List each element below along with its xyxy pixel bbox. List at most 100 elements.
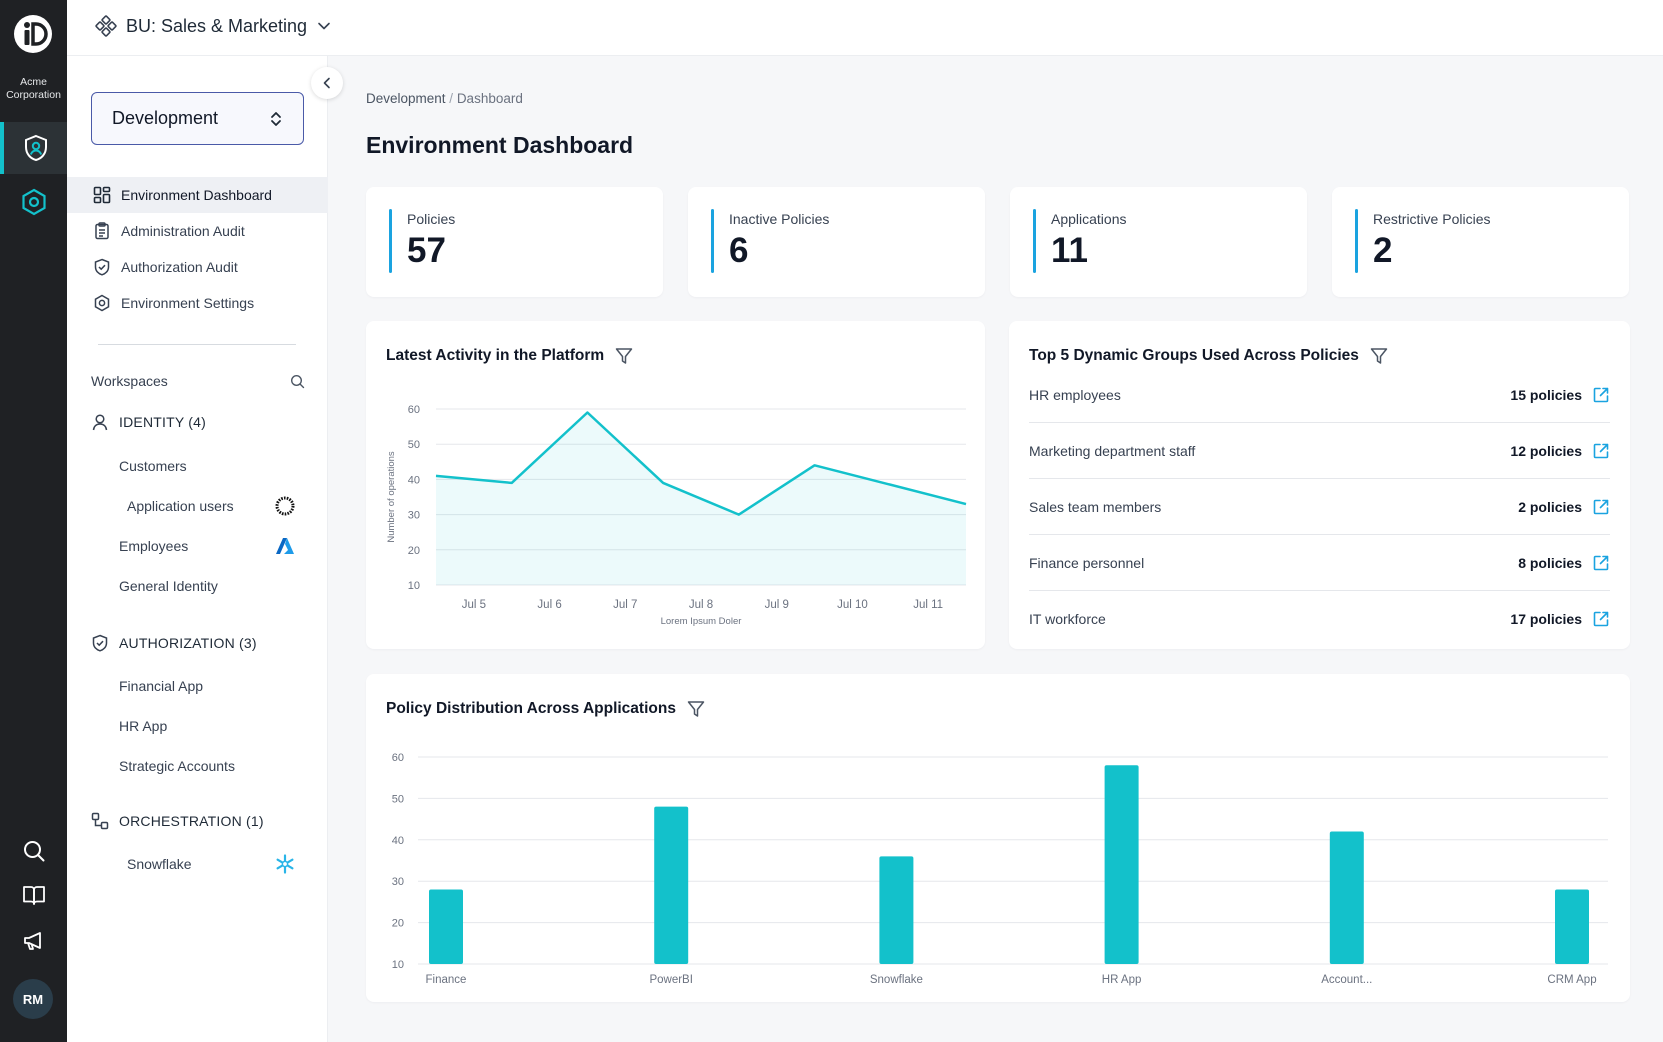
- stat-card-inactive-policies: Inactive Policies 6: [688, 187, 985, 297]
- stat-card-restrictive-policies: Restrictive Policies 2: [1332, 187, 1629, 297]
- group-name: IT workforce: [1029, 611, 1106, 627]
- chevron-up-down-icon: [271, 111, 281, 126]
- group-heading: AUTHORIZATION (3): [119, 635, 257, 651]
- search-icon[interactable]: [290, 374, 305, 389]
- x-tick-label: Jul 8: [689, 599, 713, 611]
- x-tick-label: Jul 10: [837, 599, 868, 611]
- y-axis-label: Number of operations: [386, 451, 397, 543]
- azure-icon: [274, 535, 296, 557]
- collapse-sidebar-button[interactable]: [311, 67, 343, 99]
- nav-environment-dashboard[interactable]: Environment Dashboard: [67, 177, 328, 213]
- nav-environment-settings[interactable]: Environment Settings: [67, 285, 328, 321]
- stat-card-applications: Applications 11: [1010, 187, 1307, 297]
- workspace-item-snowflake[interactable]: Snowflake: [127, 856, 192, 872]
- group-name: Marketing department staff: [1029, 442, 1196, 459]
- group-row: Marketing department staff 12 policies: [1029, 423, 1610, 479]
- snowflake-icon: [274, 853, 296, 875]
- clipboard-icon: [95, 222, 109, 240]
- filter-icon[interactable]: [614, 346, 634, 366]
- breadcrumb: Development / Dashboard: [366, 91, 523, 106]
- distribution-card: Policy Distribution Across Applications …: [366, 674, 1630, 1002]
- group-heading: IDENTITY (4): [119, 414, 206, 430]
- rail-announcements-button[interactable]: [0, 915, 67, 967]
- external-link-icon[interactable]: [1592, 554, 1610, 572]
- workspace-group-authorization[interactable]: AUTHORIZATION (3): [91, 634, 257, 652]
- y-tick-label: 60: [408, 404, 420, 416]
- top-bar: BU: Sales & Marketing: [67, 0, 1663, 56]
- page-title: Environment Dashboard: [366, 132, 634, 158]
- top-groups-card: Top 5 Dynamic Groups Used Across Policie…: [1009, 321, 1630, 649]
- external-link-icon[interactable]: [1592, 498, 1610, 516]
- nav-label: Environment Settings: [121, 295, 255, 311]
- nav-label: Environment Dashboard: [121, 187, 272, 203]
- y-tick-label: 20: [408, 545, 420, 557]
- x-tick-label: Account...: [1321, 974, 1372, 986]
- group-name: Finance personnel: [1029, 554, 1145, 571]
- business-unit-selector[interactable]: BU: Sales & Marketing: [95, 15, 332, 37]
- top-groups-card-title: Top 5 Dynamic Groups Used Across Policie…: [1029, 346, 1389, 366]
- stat-accent-bar: [1033, 209, 1036, 273]
- workspace-group-orchestration[interactable]: ORCHESTRATION (1): [91, 812, 264, 830]
- workspace-item-general-identity[interactable]: General Identity: [119, 578, 218, 594]
- workspace-item-strategic-accounts[interactable]: Strategic Accounts: [119, 758, 235, 774]
- nav-label: Authorization Audit: [121, 259, 238, 275]
- workspace-item-employees[interactable]: Employees: [119, 538, 189, 554]
- stat-value: 6: [729, 231, 749, 270]
- okta-icon: [274, 495, 296, 517]
- group-name: HR employees: [1029, 386, 1121, 403]
- workspace-item-application-users[interactable]: Application users: [127, 498, 234, 514]
- user-avatar[interactable]: RM: [13, 979, 53, 1019]
- distribution-bar-chart: 10 20 30 40 50 60 Finance PowerBI Snowflake HR Ap…: [392, 752, 1608, 986]
- search-icon: [23, 841, 44, 862]
- nav-label: Administration Audit: [121, 223, 245, 239]
- external-link-icon[interactable]: [1592, 610, 1610, 628]
- y-tick-label: 40: [408, 474, 420, 486]
- rail-search-button[interactable]: [0, 825, 67, 877]
- y-tick-label: 10: [392, 959, 404, 971]
- environment-select[interactable]: Development: [91, 92, 304, 145]
- y-tick-label: 30: [392, 876, 404, 888]
- workspace-item-hr-app[interactable]: HR App: [119, 718, 168, 734]
- external-link-icon[interactable]: [1592, 386, 1610, 404]
- org-name: Acme Corporation: [6, 76, 61, 101]
- chevron-left-icon: [323, 77, 330, 89]
- stat-label: Policies: [407, 211, 456, 227]
- x-tick-label: HR App: [1102, 974, 1142, 986]
- x-tick-label: Jul 9: [765, 599, 789, 611]
- sidebar-divider: [98, 344, 296, 345]
- x-tick-label: Snowflake: [870, 974, 923, 986]
- rail-docs-button[interactable]: [0, 869, 67, 921]
- dashboard-icon: [93, 186, 111, 204]
- environment-select-value: Development: [112, 108, 219, 128]
- stat-label: Applications: [1051, 211, 1127, 227]
- bar: [1104, 765, 1139, 964]
- shield-check-icon: [92, 634, 108, 652]
- rail-environment-button[interactable]: [0, 176, 67, 228]
- group-policy-count: 2 policies: [1518, 498, 1582, 515]
- company-logo[interactable]: [13, 14, 53, 54]
- y-tick-label: 50: [408, 439, 420, 451]
- workspaces-header: Workspaces: [91, 373, 305, 389]
- stat-value: 2: [1373, 231, 1393, 270]
- rail-security-button[interactable]: [0, 122, 67, 174]
- user-icon: [92, 414, 108, 431]
- external-link-icon[interactable]: [1592, 442, 1610, 460]
- breadcrumb-parent[interactable]: Development: [366, 91, 446, 106]
- filter-icon[interactable]: [1369, 346, 1389, 366]
- shield-check-icon: [94, 258, 110, 276]
- bar: [1329, 831, 1364, 964]
- y-tick-label: 40: [392, 835, 404, 847]
- top-groups-title-text: Top 5 Dynamic Groups Used Across Policie…: [1029, 347, 1359, 364]
- distribution-card-title: Policy Distribution Across Applications: [386, 699, 706, 719]
- stat-accent-bar: [1355, 209, 1358, 273]
- workspace-group-identity[interactable]: IDENTITY (4): [91, 413, 206, 431]
- x-tick-label: Jul 5: [462, 599, 486, 611]
- nav-administration-audit[interactable]: Administration Audit: [67, 213, 328, 249]
- workspace-item-customers[interactable]: Customers: [119, 458, 187, 474]
- group-row: HR employees 15 policies: [1029, 367, 1610, 423]
- nav-authorization-audit[interactable]: Authorization Audit: [67, 249, 328, 285]
- filter-icon[interactable]: [686, 699, 706, 719]
- workspace-item-financial-app[interactable]: Financial App: [119, 678, 204, 694]
- x-tick-label: Jul 7: [613, 599, 637, 611]
- distribution-title-text: Policy Distribution Across Applications: [386, 700, 676, 717]
